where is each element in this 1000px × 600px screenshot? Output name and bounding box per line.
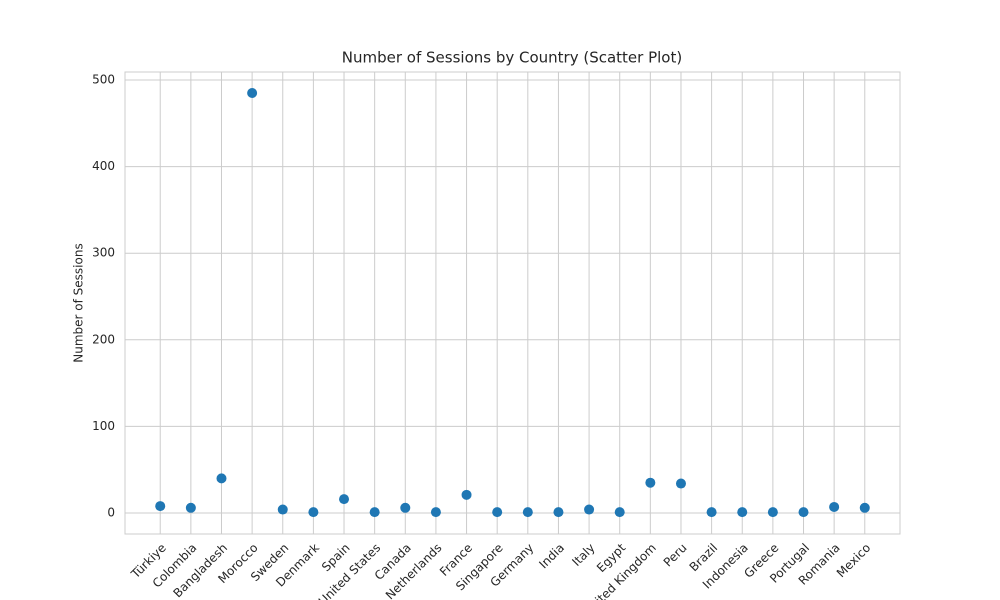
plot-frame [124,71,901,535]
point [185,502,196,513]
point [584,504,595,515]
point [767,507,778,518]
y-tick-label: 200 [92,332,115,346]
point [614,507,625,518]
y-tick-label: 400 [92,159,115,173]
point [155,501,166,512]
point [308,507,319,518]
y-tick-label: 500 [92,73,115,87]
point [369,507,380,518]
point [277,504,288,515]
point [247,88,258,98]
point [522,507,533,518]
chart-title: Number of Sessions by Country (Scatter P… [342,49,682,67]
y-tick-label: 100 [92,419,115,433]
point [675,478,686,489]
y-tick-label: 0 [107,506,115,520]
point [645,477,656,488]
point [706,507,717,518]
point [829,501,840,512]
point [492,507,503,518]
point [553,507,564,518]
point [339,494,350,505]
y-tick-label: 300 [92,246,115,260]
point [798,507,809,518]
point [461,489,472,500]
point [430,507,441,518]
point [859,502,870,513]
point [216,473,227,484]
point [400,502,411,513]
y-axis-label: Number of Sessions [72,243,86,362]
point [737,507,748,518]
